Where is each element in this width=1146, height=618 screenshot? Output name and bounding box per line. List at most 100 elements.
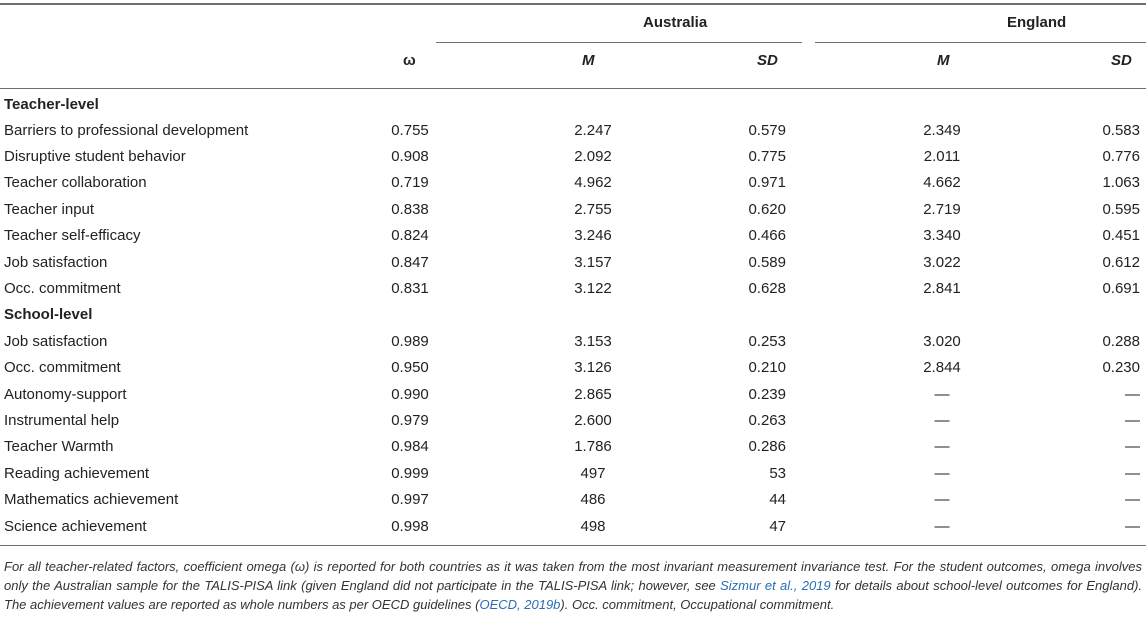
row-label: Occ. commitment (4, 359, 121, 376)
footnote-text-2: for details about school-level outcomes … (4, 578, 1143, 612)
cell-australia-sd: 0.263 (748, 412, 786, 429)
cell-england-sd: 0.230 (1102, 359, 1140, 376)
row-label: Autonomy-support (4, 386, 127, 403)
header-england: England (1007, 14, 1067, 31)
cell-omega: 0.755 (391, 122, 429, 139)
cell-australia-m: 3.126 (574, 359, 612, 376)
row-label: Mathematics achievement (4, 491, 179, 508)
section-title-school-level: School-level (4, 306, 93, 323)
cell-australia-sd: 0.971 (748, 174, 786, 191)
cell-omega: 0.990 (391, 386, 429, 403)
table-row: Job satisfaction 0.989 3.153 0.253 3.020… (0, 329, 1146, 355)
cell-omega: 0.719 (391, 174, 429, 191)
cell-england-m: — (934, 518, 950, 535)
england-group-rule (815, 42, 1146, 43)
table-row: Science achievement 0.998 498 47 — — (0, 514, 1146, 540)
row-label: Teacher input (4, 201, 95, 218)
cell-england-sd: 0.583 (1102, 122, 1140, 139)
cell-omega: 0.999 (391, 465, 429, 482)
table-top-rule (0, 3, 1146, 5)
citation-link-sizmur[interactable]: Sizmur et al., 2019 (720, 578, 831, 593)
cell-australia-sd: 47 (769, 518, 786, 535)
cell-england-m: 3.022 (923, 254, 961, 271)
cell-england-sd: — (1125, 386, 1140, 403)
cell-england-m: 2.841 (923, 280, 961, 297)
table-row: Teacher collaboration 0.719 4.962 0.971 … (0, 170, 1146, 196)
header-england-sd: SD (1111, 52, 1132, 69)
header-australia-sd: SD (757, 52, 778, 69)
cell-australia-m: 2.600 (574, 412, 612, 429)
header-england-m: M (937, 52, 950, 69)
cell-australia-sd: 0.579 (748, 122, 786, 139)
cell-australia-sd: 0.775 (748, 148, 786, 165)
table-row: Reading achievement 0.999 497 53 — — (0, 461, 1146, 487)
table-row: Disruptive student behavior 0.908 2.092 … (0, 144, 1146, 170)
cell-australia-m: 2.247 (574, 122, 612, 139)
row-label: Science achievement (4, 518, 147, 535)
cell-australia-sd: 0.466 (748, 227, 786, 244)
cell-australia-sd: 0.253 (748, 333, 786, 350)
cell-england-sd: — (1125, 412, 1140, 429)
cell-england-m: 2.844 (923, 359, 961, 376)
table-row: Autonomy-support 0.990 2.865 0.239 — — (0, 382, 1146, 408)
cell-england-m: — (934, 386, 950, 403)
row-label: Job satisfaction (4, 333, 108, 350)
cell-australia-m: 3.153 (574, 333, 612, 350)
header-australia: Australia (643, 14, 708, 31)
row-label: Teacher Warmth (4, 438, 114, 455)
cell-england-m: 2.349 (923, 122, 961, 139)
cell-omega: 0.838 (391, 201, 429, 218)
table-row: Teacher Warmth 0.984 1.786 0.286 — — (0, 434, 1146, 460)
row-label: Barriers to professional development (4, 122, 249, 139)
australia-group-rule (436, 42, 802, 43)
cell-england-sd: — (1125, 465, 1140, 482)
footnote-text-1: For all teacher-related factors, coeffic… (4, 559, 1142, 593)
cell-australia-m: 1.786 (574, 438, 612, 455)
cell-australia-sd: 0.210 (748, 359, 786, 376)
citation-link-oecd[interactable]: OECD, 2019b (479, 597, 561, 612)
cell-omega: 0.997 (391, 491, 429, 508)
table-bottom-rule (0, 545, 1146, 546)
header-omega: ω (403, 52, 416, 69)
table-footnote: For all teacher-related factors, coeffic… (4, 557, 1142, 614)
cell-england-sd: 0.691 (1102, 280, 1140, 297)
cell-england-m: — (934, 465, 950, 482)
cell-england-m: 4.662 (923, 174, 961, 191)
table-row: Job satisfaction 0.847 3.157 0.589 3.022… (0, 250, 1146, 276)
cell-england-sd: 0.451 (1102, 227, 1140, 244)
cell-australia-sd: 0.286 (748, 438, 786, 455)
footnote-text-3: ). Occ. commitment, Occupational commitm… (560, 597, 835, 612)
table-row: Occ. commitment 0.950 3.126 0.210 2.844 … (0, 355, 1146, 381)
table-row: Occ. commitment 0.831 3.122 0.628 2.841 … (0, 276, 1146, 302)
cell-omega: 0.824 (391, 227, 429, 244)
row-label: Reading achievement (4, 465, 150, 482)
cell-australia-m: 3.246 (574, 227, 612, 244)
cell-australia-m: 2.755 (574, 201, 612, 218)
cell-england-sd: 1.063 (1102, 174, 1140, 191)
cell-australia-sd: 0.628 (748, 280, 786, 297)
cell-australia-sd: 44 (769, 491, 786, 508)
cell-england-m: 2.719 (923, 201, 961, 218)
cell-england-m: 3.340 (923, 227, 961, 244)
cell-australia-m: 498 (580, 518, 606, 535)
row-label: Instrumental help (4, 412, 120, 429)
cell-omega: 0.950 (391, 359, 429, 376)
header-australia-m: M (582, 52, 595, 69)
table-row: Barriers to professional development 0.7… (0, 118, 1146, 144)
cell-omega: 0.979 (391, 412, 429, 429)
cell-omega: 0.831 (391, 280, 429, 297)
cell-australia-sd: 53 (769, 465, 786, 482)
row-label: Teacher self-efficacy (4, 227, 141, 244)
table-row: Teacher input 0.838 2.755 0.620 2.719 0.… (0, 197, 1146, 223)
cell-england-m: — (934, 438, 950, 455)
row-label: Disruptive student behavior (4, 148, 186, 165)
cell-omega: 0.998 (391, 518, 429, 535)
cell-australia-sd: 0.239 (748, 386, 786, 403)
cell-england-sd: — (1125, 438, 1140, 455)
cell-australia-m: 486 (580, 491, 606, 508)
table-row: Mathematics achievement 0.997 486 44 — — (0, 487, 1146, 513)
cell-england-sd: — (1125, 518, 1140, 535)
cell-england-m: — (934, 412, 950, 429)
row-label: Occ. commitment (4, 280, 121, 297)
row-label: Job satisfaction (4, 254, 108, 271)
